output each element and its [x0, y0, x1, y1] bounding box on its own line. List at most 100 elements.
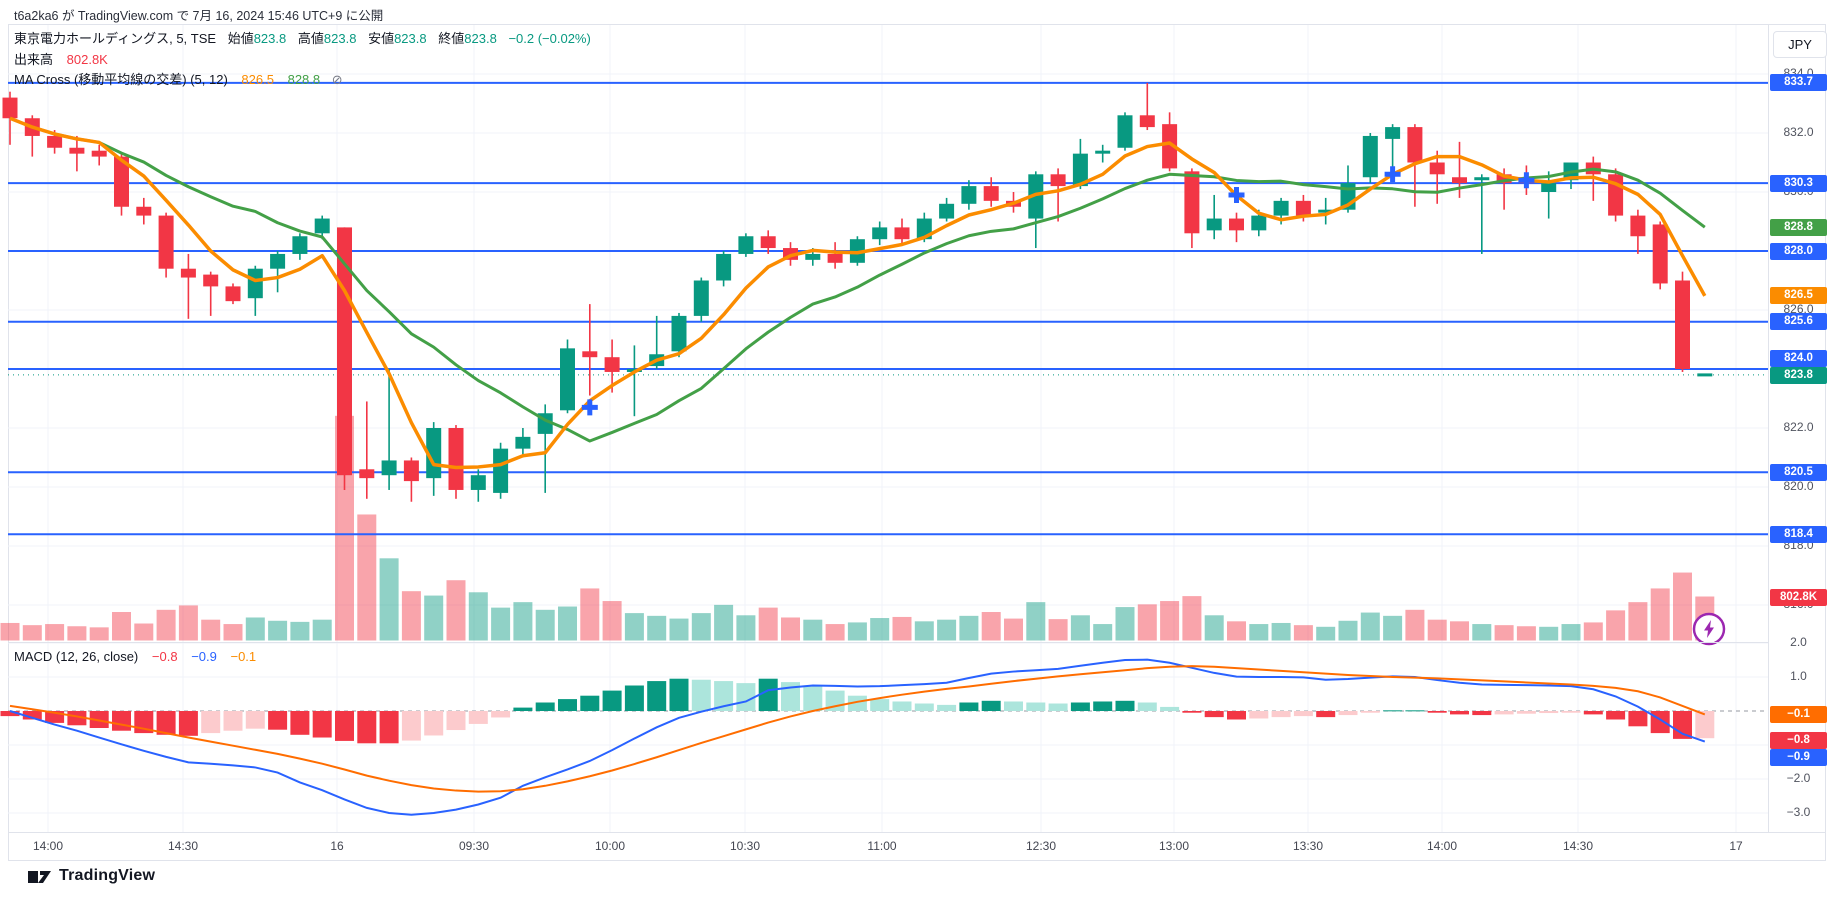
macd-histogram-bar [1494, 711, 1514, 715]
macd-histogram-bar [1227, 711, 1246, 720]
macd-histogram-bar [1539, 711, 1559, 714]
time-axis-tick[interactable]: 16 [330, 839, 344, 853]
macd-histogram-bar [558, 699, 577, 711]
volume-bar [401, 591, 421, 641]
macd-histogram-bar [1383, 710, 1403, 712]
volume-bar [647, 615, 667, 641]
price-level-label: 828.0 [1770, 242, 1827, 260]
time-axis-tick[interactable]: 13:30 [1292, 839, 1324, 853]
time-axis-separator [8, 832, 1826, 833]
indicator-hidden-icon[interactable]: ⊘ [331, 72, 343, 87]
macd-histogram-bar [803, 685, 823, 711]
volume-bar [89, 627, 109, 641]
ma-cross-legend-row[interactable]: MA Cross (移動平均線の交差) (5, 12) 826.5 828.8 … [14, 69, 343, 88]
candle-body [716, 253, 732, 281]
time-axis-tick[interactable]: 14:00 [1426, 839, 1458, 853]
volume-bar [847, 622, 867, 641]
volume-bar [1271, 622, 1291, 641]
volume-bar [669, 618, 689, 641]
macd-axis-tick: −3.0 [1786, 805, 1811, 819]
volume-bar [1427, 619, 1447, 641]
candle-body [314, 218, 330, 234]
time-axis-tick[interactable]: 12:30 [1025, 839, 1057, 853]
volume-bar [1494, 625, 1514, 641]
macd-histogram-bar [1427, 711, 1447, 713]
symbol-title[interactable]: 東京電力ホールディングス, 5, TSE [14, 31, 217, 46]
volume-bar [45, 624, 65, 641]
volume-bar [736, 615, 756, 641]
candle-body [1474, 177, 1490, 181]
time-axis-tick[interactable]: 14:00 [32, 839, 64, 853]
price-level-label: 824.0 [1770, 350, 1827, 367]
volume-legend-row[interactable]: 出来高 802.8K [14, 49, 108, 68]
macd-histogram-bar [1583, 711, 1603, 715]
time-axis-tick[interactable]: 14:30 [1562, 839, 1594, 853]
macd-legend-row[interactable]: MACD (12, 26, close) −0.8 −0.9 −0.1 [14, 649, 256, 664]
macd-histogram-bar [201, 711, 221, 734]
time-axis-tick[interactable]: 17 [1729, 839, 1743, 853]
macd-hist-value: −0.8 [151, 649, 178, 664]
symbol-legend-row[interactable]: 東京電力ホールディングス, 5, TSE 始値823.8 高値823.8 安値8… [14, 28, 591, 47]
candle-body [203, 274, 219, 287]
macd-histogram-bar [892, 701, 912, 711]
macd-histogram-bar [580, 695, 600, 711]
time-axis-tick[interactable]: 09:30 [458, 839, 490, 853]
volume-bar [1137, 604, 1157, 641]
candle-body [1697, 373, 1713, 377]
volume-bar [981, 612, 1001, 641]
candle-body [582, 351, 598, 358]
boost-lightning-icon[interactable] [1704, 620, 1714, 638]
candle-body [738, 236, 754, 254]
pane-separator[interactable] [8, 642, 1768, 643]
candle-body [1050, 174, 1066, 187]
time-axis-tick[interactable]: 13:00 [1158, 839, 1190, 853]
volume-bar [1405, 609, 1425, 641]
macd-line-axis-label: −0.9 [1770, 749, 1827, 766]
volume-bar [1673, 572, 1692, 641]
candle-body [515, 436, 531, 449]
macd-histogram-bar [914, 703, 934, 711]
volume-bar [1583, 622, 1603, 641]
volume-bar [1048, 619, 1068, 641]
volume-bar [870, 618, 890, 641]
candle-body [805, 253, 821, 260]
volume-bar [1316, 626, 1336, 641]
macd-signal-value: −0.1 [230, 649, 257, 664]
chart-frame [8, 24, 1826, 861]
tradingview-footer[interactable]: TradingView [28, 867, 155, 885]
candle-body [158, 215, 174, 269]
macd-histogram-bar [1405, 710, 1425, 712]
volume-bar [357, 514, 377, 641]
macd-histogram-bar [1048, 703, 1068, 711]
candle-body [47, 135, 63, 148]
volume-bar [624, 613, 644, 641]
time-axis-tick[interactable]: 10:00 [594, 839, 626, 853]
time-axis-tick[interactable]: 14:30 [167, 839, 199, 853]
ma5-axis-label: 826.5 [1770, 287, 1827, 304]
price-level-label: 825.6 [1770, 313, 1827, 331]
currency-toggle-button[interactable]: JPY [1773, 31, 1827, 58]
macd-histogram-bar [1360, 711, 1380, 713]
low-label: 安値 [368, 31, 395, 46]
volume-bar [268, 620, 288, 641]
macd-histogram-bar [0, 711, 20, 717]
volume-bar [1249, 624, 1269, 641]
time-axis-tick[interactable]: 10:30 [729, 839, 761, 853]
ma-cross-marker [1384, 166, 1401, 183]
macd-title: MACD (12, 26, close) [14, 649, 139, 664]
macd-line-value: −0.9 [191, 649, 217, 664]
volume-axis-label: 802.8K [1770, 589, 1827, 606]
macd-histogram-bar [1204, 711, 1224, 718]
candle-body [1184, 171, 1200, 234]
time-axis-tick[interactable]: 11:00 [867, 839, 897, 853]
macd-histogram-bar [714, 681, 734, 711]
macd-histogram-bar [602, 690, 622, 711]
ma-cross-marker [1228, 186, 1245, 203]
candle-body [403, 460, 419, 482]
ma12-axis-label: 828.8 [1770, 219, 1827, 236]
candle-body [1206, 218, 1222, 231]
macd-signal-line [9, 665, 1706, 793]
candle-body [827, 253, 843, 263]
